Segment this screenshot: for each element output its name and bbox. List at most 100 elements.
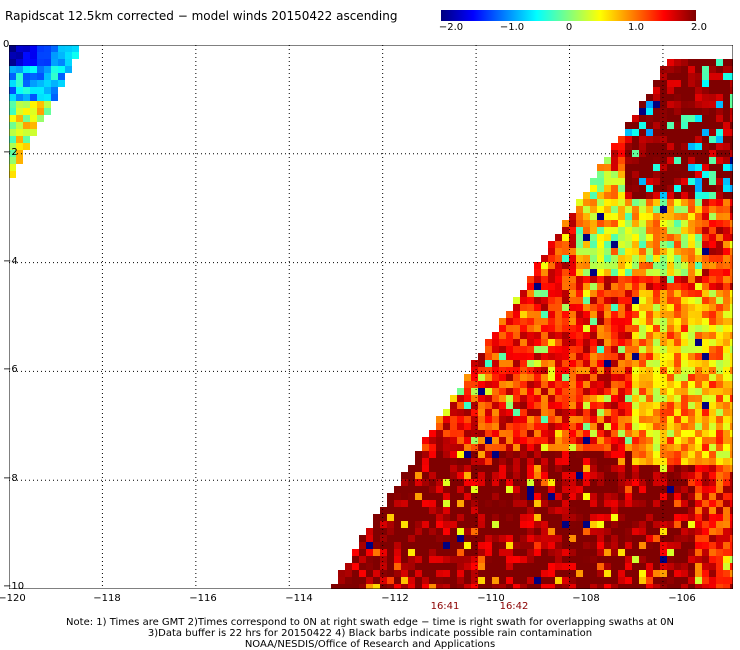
wind-cell (667, 108, 674, 115)
wind-cell (653, 276, 660, 283)
wind-cell (478, 486, 485, 493)
wind-cell (492, 423, 499, 430)
wind-cell (723, 486, 730, 493)
wind-cell (499, 479, 506, 486)
wind-cell (702, 388, 709, 395)
wind-cell (471, 451, 478, 458)
wind-cell (730, 171, 733, 178)
wind-cell (576, 234, 583, 241)
wind-cell (716, 241, 723, 248)
wind-cell (562, 493, 569, 500)
wind-cell (653, 500, 660, 507)
wind-cell (730, 563, 733, 570)
wind-cell (625, 556, 632, 563)
wind-cell (478, 521, 485, 528)
wind-cell (653, 108, 660, 115)
wind-cell (667, 325, 674, 332)
wind-cell (674, 129, 681, 136)
wind-cell (506, 416, 513, 423)
wind-cell (632, 535, 639, 542)
wind-cell (380, 507, 387, 514)
wind-cell (639, 304, 646, 311)
wind-cell (492, 549, 499, 556)
wind-cell (576, 388, 583, 395)
wind-cell (730, 409, 733, 416)
wind-cell (569, 255, 576, 262)
wind-cell (632, 136, 639, 143)
wind-cell (723, 416, 730, 423)
wind-cell (590, 500, 597, 507)
wind-cell (716, 297, 723, 304)
wind-cell (520, 374, 527, 381)
wind-cell (639, 556, 646, 563)
wind-cell (597, 416, 604, 423)
wind-cell (695, 59, 702, 66)
wind-cell (471, 507, 478, 514)
wind-cell (695, 409, 702, 416)
wind-cell (730, 577, 733, 584)
wind-cell (387, 500, 394, 507)
wind-cell (723, 241, 730, 248)
wind-cell (16, 157, 23, 164)
wind-cell (534, 570, 541, 577)
wind-cell (667, 283, 674, 290)
wind-cell (674, 276, 681, 283)
wind-cell (576, 556, 583, 563)
wind-cell (674, 472, 681, 479)
wind-cell (695, 437, 702, 444)
wind-cell (639, 535, 646, 542)
wind-cell (646, 290, 653, 297)
wind-cell (653, 94, 660, 101)
wind-cell (569, 241, 576, 248)
wind-cell (527, 451, 534, 458)
wind-cell (695, 416, 702, 423)
wind-cell (604, 423, 611, 430)
wind-cell (702, 500, 709, 507)
wind-cell (569, 332, 576, 339)
wind-cell (471, 584, 478, 589)
wind-cell (499, 332, 506, 339)
wind-cell (359, 556, 366, 563)
wind-cell (667, 220, 674, 227)
wind-cell (548, 479, 555, 486)
wind-cell (625, 374, 632, 381)
wind-cell (534, 381, 541, 388)
wind-cell (555, 430, 562, 437)
wind-cell (674, 437, 681, 444)
wind-cell (709, 241, 716, 248)
wind-cell (730, 353, 733, 360)
wind-cell (485, 339, 492, 346)
wind-cell (674, 584, 681, 589)
wind-cell (723, 101, 730, 108)
wind-cell (457, 535, 464, 542)
wind-cell (716, 87, 723, 94)
lat-label: −4 (3, 256, 18, 267)
wind-cell (653, 234, 660, 241)
wind-cell (576, 346, 583, 353)
wind-cell (583, 192, 590, 199)
wind-cell (653, 115, 660, 122)
wind-cell (632, 150, 639, 157)
wind-cell (695, 493, 702, 500)
wind-cell (555, 451, 562, 458)
wind-cell (695, 563, 702, 570)
wind-cell (359, 542, 366, 549)
wind-cell (485, 514, 492, 521)
wind-cell (562, 542, 569, 549)
wind-cell (646, 346, 653, 353)
wind-cell (618, 521, 625, 528)
wind-cell (639, 101, 646, 108)
wind-cell (681, 339, 688, 346)
wind-cell (646, 108, 653, 115)
wind-cell (709, 528, 716, 535)
wind-cell (604, 227, 611, 234)
wind-cell (478, 465, 485, 472)
wind-cell (632, 528, 639, 535)
wind-cell (534, 318, 541, 325)
wind-cell (709, 402, 716, 409)
wind-cell (688, 304, 695, 311)
wind-cell (611, 367, 618, 374)
wind-cell (688, 192, 695, 199)
wind-cell (485, 500, 492, 507)
wind-cell (30, 122, 37, 129)
